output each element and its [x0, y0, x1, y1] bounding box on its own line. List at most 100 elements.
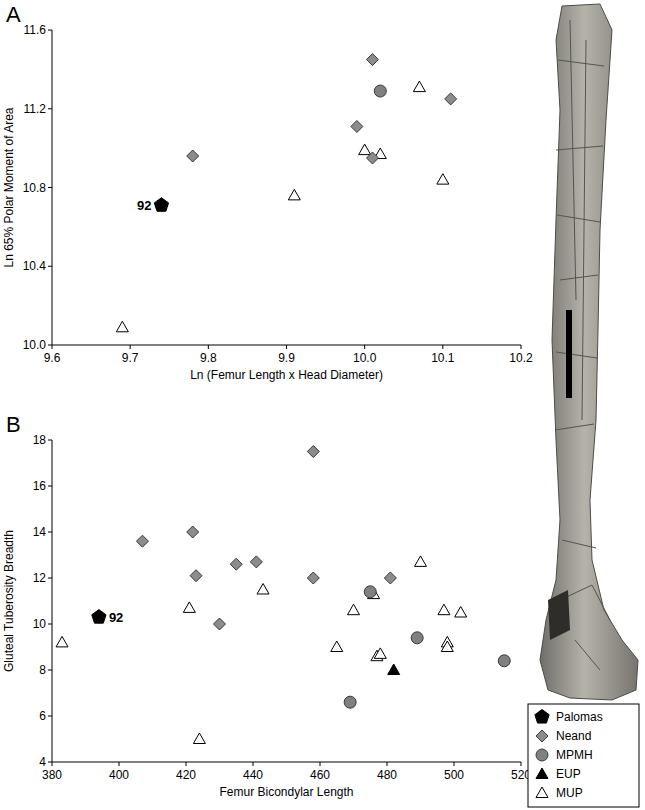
legend-box — [528, 704, 639, 807]
y-tick — [48, 578, 52, 579]
point-neand — [307, 572, 319, 584]
x-tick-label: 420 — [176, 768, 196, 782]
y-tick-label: 10.4 — [23, 259, 47, 273]
y-tick-label: 16 — [33, 479, 47, 493]
y-tick — [48, 486, 52, 487]
x-tick-label: 9.7 — [122, 351, 139, 365]
point-mpmh — [498, 655, 510, 667]
bone-crack — [558, 60, 604, 66]
x-axis — [52, 762, 521, 763]
legend-label: MUP — [556, 786, 583, 800]
y-tick — [48, 440, 52, 441]
x-tick — [521, 345, 522, 349]
x-tick — [364, 345, 365, 349]
legend-marker — [535, 710, 549, 724]
y-tick-label: 11.2 — [24, 102, 47, 116]
bone-crack — [562, 540, 596, 548]
y-tick — [48, 187, 52, 188]
point-mpmh — [374, 85, 386, 97]
legend-label: EUP — [556, 767, 581, 781]
y-axis-title: Ln 65% Polar Moment of Area — [2, 107, 16, 267]
y-tick-label: 12 — [33, 571, 47, 585]
y-axis-title: Gluteal Tuberosity Breadth — [2, 530, 16, 672]
x-tick — [130, 345, 131, 349]
bone-crack — [582, 40, 586, 420]
femur-photo — [540, 4, 638, 700]
point-mpmh — [411, 632, 423, 644]
x-tick-label: 400 — [109, 768, 129, 782]
x-axis-title: Femur Bicondylar Length — [219, 785, 353, 799]
y-tick-label: 6 — [39, 709, 46, 723]
y-tick-label: 11.6 — [24, 23, 47, 37]
point-palomas — [154, 198, 168, 212]
x-tick — [52, 345, 53, 349]
panel-letter: A — [6, 2, 21, 27]
bone-crack — [556, 352, 597, 358]
point-mup — [257, 584, 269, 595]
legend-marker — [536, 787, 548, 798]
x-tick-label: 10.0 — [353, 351, 377, 365]
x-tick — [286, 345, 287, 349]
x-tick — [320, 762, 321, 766]
point-neand — [366, 152, 378, 164]
y-tick-label: 10 — [33, 617, 47, 631]
point-mup — [374, 648, 386, 659]
x-tick — [52, 762, 53, 766]
point-mup — [331, 641, 343, 652]
y-tick — [48, 670, 52, 671]
bone-crack — [555, 424, 594, 430]
x-tick-label: 380 — [42, 768, 62, 782]
point-mup — [359, 144, 371, 155]
point-mpmh — [364, 586, 376, 598]
point-neand — [366, 54, 378, 66]
y-tick — [48, 30, 52, 31]
point-mup — [348, 604, 360, 615]
legend-marker — [536, 768, 548, 779]
legend: PalomasNeandMPMHEUPMUP — [528, 704, 639, 807]
point-mup — [413, 81, 425, 92]
point-neand — [307, 446, 319, 458]
panel-letter: B — [6, 412, 21, 437]
x-tick-label: 9.6 — [44, 351, 61, 365]
legend-marker — [536, 749, 548, 761]
legend-label: Palomas — [556, 710, 603, 724]
x-tick — [454, 762, 455, 766]
figure: 9.69.79.89.910.010.110.210.010.410.811.2… — [0, 0, 645, 810]
y-tick — [48, 108, 52, 109]
y-tick-label: 4 — [39, 755, 46, 769]
x-tick-label: 9.9 — [278, 351, 295, 365]
point-mup — [441, 641, 453, 652]
x-tick-label: 460 — [310, 768, 330, 782]
x-tick-label: 440 — [243, 768, 263, 782]
point-neand — [384, 572, 396, 584]
bone-crack — [570, 20, 576, 300]
point-mup — [288, 189, 300, 200]
point-eup — [388, 664, 400, 675]
panel: 3804004204404604805005204681012141618Fem… — [2, 412, 531, 799]
point-mup — [437, 174, 449, 185]
point-neand — [187, 526, 199, 538]
scale-bar — [566, 310, 572, 398]
y-tick — [48, 716, 52, 717]
y-tick-label: 8 — [39, 663, 46, 677]
bone-crack — [557, 215, 600, 222]
point-neand — [445, 93, 457, 105]
y-tick — [48, 345, 52, 346]
point-neand — [230, 558, 242, 570]
bone-crack — [556, 146, 603, 150]
x-tick — [186, 762, 187, 766]
annotation: 92 — [109, 610, 123, 625]
point-palomas — [92, 610, 106, 624]
x-tick-label: 9.8 — [200, 351, 217, 365]
legend-marker — [536, 730, 548, 742]
x-axis-title: Ln (Femur Length x Head Diameter) — [190, 368, 383, 382]
panel: 9.69.79.89.910.010.110.210.010.410.811.2… — [2, 2, 533, 382]
point-mup — [116, 321, 128, 332]
point-mpmh — [344, 696, 356, 708]
legend-label: Neand — [556, 729, 591, 743]
point-neand — [187, 150, 199, 162]
x-tick — [521, 762, 522, 766]
point-neand — [190, 570, 202, 582]
x-tick — [442, 345, 443, 349]
point-neand — [351, 120, 363, 132]
